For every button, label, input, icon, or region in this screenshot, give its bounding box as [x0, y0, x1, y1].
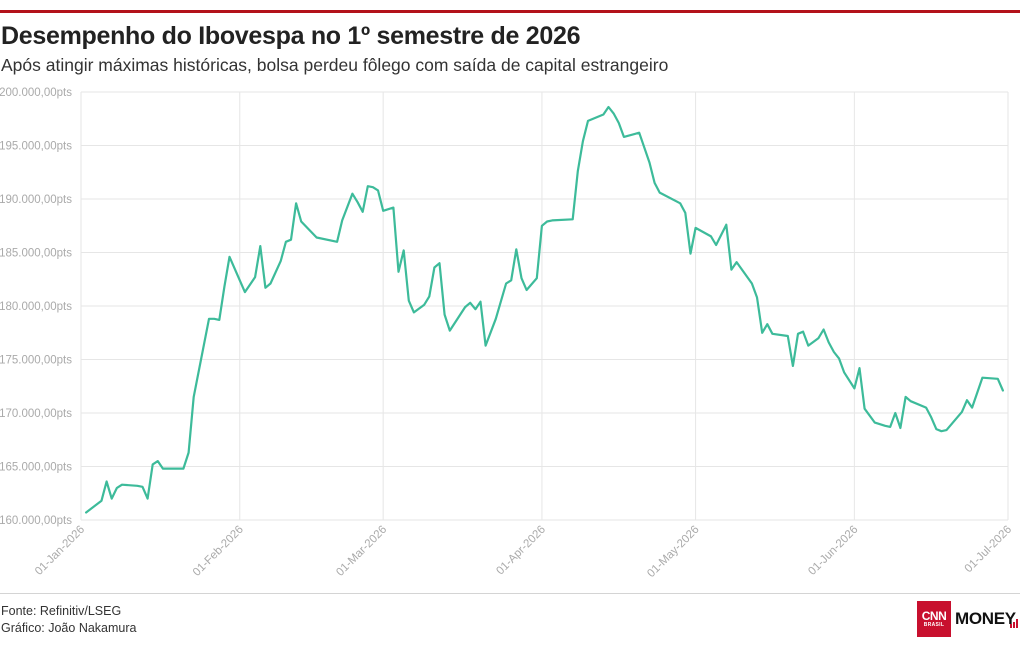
- y-tick-label: 185.000,00pts: [0, 248, 72, 260]
- x-tick-label: 01-Mar-2026: [334, 524, 389, 579]
- logo-country-text: BRASIL: [923, 622, 945, 628]
- x-tick-label: 01-Jan-2026: [33, 524, 87, 578]
- ibovespa-series-line: [84, 105, 1005, 514]
- cnn-money-logo[interactable]: CNN BRASIL MONEY: [917, 601, 1020, 637]
- x-tick-label: 01-May-2026: [645, 524, 701, 580]
- y-tick-label: 195.000,00pts: [0, 141, 72, 153]
- y-tick-label: 170.000,00pts: [0, 408, 72, 420]
- logo-cnn-text: CNN: [921, 609, 947, 623]
- line-chart: 160.000,00pts 165.000,00pts 170.000,00pts 1…: [0, 87, 1014, 580]
- chart-title: Desempenho do Ibovespa no 1º semestre de…: [1, 22, 581, 50]
- y-tick-label: 165.000,00pts: [0, 462, 72, 474]
- source-note: Fonte: Refinitiv/LSEG: [1, 604, 122, 618]
- cnn-logo-mark: CNN BRASIL: [917, 601, 951, 637]
- chart-subtitle: Após atingir máximas históricas, bolsa p…: [1, 55, 669, 75]
- y-tick-label: 175.000,00pts: [0, 355, 72, 367]
- x-tick-label: 01-Feb-2026: [191, 524, 246, 579]
- accent-bar: [0, 10, 1020, 13]
- y-tick-label: 180.000,00pts: [0, 301, 72, 313]
- y-tick-label: 200.000,00pts: [0, 87, 72, 99]
- credit-note: Gráfico: João Nakamura: [1, 621, 137, 635]
- footer-divider: [0, 593, 1020, 594]
- x-tick-label: 01-Jul-2026: [963, 524, 1014, 575]
- y-tick-label: 160.000,00pts: [0, 515, 72, 527]
- x-tick-label: 01-Jun-2026: [806, 524, 860, 578]
- y-tick-label: 190.000,00pts: [0, 194, 72, 206]
- bar-chart-icon: [1010, 619, 1019, 628]
- x-tick-label: 01-Apr-2026: [494, 524, 548, 578]
- logo-money-word: MONEY: [955, 609, 1016, 628]
